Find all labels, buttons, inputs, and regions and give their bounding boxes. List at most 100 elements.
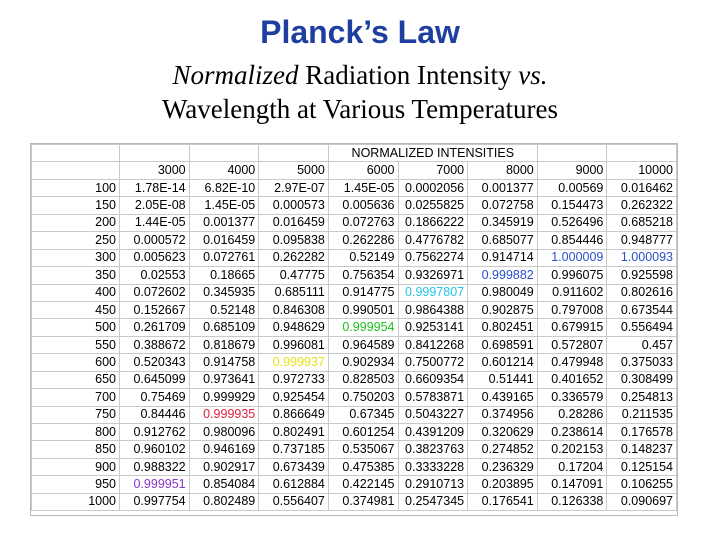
intensity-cell: 0.601254: [327, 422, 399, 442]
intensity-cell: 2.97E-07: [258, 178, 329, 198]
intensity-cell: 0.601214: [467, 353, 538, 372]
intensity-cell: 0.0255825: [397, 196, 469, 215]
intensity-cell: 0.095838: [258, 231, 329, 250]
intensity-cell: 0.016462: [606, 178, 677, 198]
intensity-cell: 0.345935: [188, 283, 260, 302]
intensity-cell: 0.262286: [327, 231, 399, 250]
intensity-cell: 0.261709: [119, 318, 190, 337]
intensity-cell: 0.990501: [327, 300, 399, 320]
empty-header-cell: [536, 143, 608, 163]
intensity-cell: 0.797008: [536, 300, 608, 320]
intensity-cell: 0.072763: [327, 213, 399, 233]
table-row: 700 0.75469 0.999929 0.925454 0.750203 0.5783…: [31, 388, 677, 407]
intensity-cell: 0.902875: [467, 300, 538, 320]
intensity-cell: 0.996075: [536, 266, 608, 285]
intensity-cell: 0.001377: [467, 178, 538, 198]
intensity-cell: 0.9864388: [397, 300, 469, 320]
intensity-cell: 0.005636: [327, 196, 399, 215]
table-row: 450 0.152667 0.52148 0.846308 0.990501 0.9864…: [31, 300, 677, 320]
table-row: 350 0.02553 0.18665 0.47775 0.756354 0.932697…: [31, 266, 677, 285]
temperature-header-cell: 9000: [536, 161, 608, 180]
slide-subtitle: Normalized Radiation Intensity vs. Wavel…: [0, 58, 720, 126]
intensity-cell: 0.320629: [467, 422, 538, 442]
temperature-header-cell: 10000: [606, 161, 677, 180]
intensity-cell: 0.914775: [327, 283, 399, 302]
intensity-cell: 0.612884: [258, 475, 329, 494]
empty-header-cell: [188, 143, 260, 163]
wavelength-cell: 300: [31, 248, 120, 268]
intensity-cell: 0.072758: [467, 196, 538, 215]
intensity-cell: 0.854084: [188, 475, 260, 494]
table-row: 1000 0.997754 0.802489 0.556407 0.374981 0.25…: [31, 492, 677, 512]
intensity-cell: 0.401652: [536, 370, 608, 390]
wavelength-cell: 100: [31, 178, 120, 198]
temperature-header-cell: 7000: [397, 161, 469, 180]
intensity-cell: 0.125154: [606, 457, 677, 477]
table-row: 950 0.999951 0.854084 0.612884 0.422145 0.291…: [31, 475, 677, 494]
temperature-header-cell: 6000: [327, 161, 399, 180]
intensity-cell: 0.5783871: [397, 388, 469, 407]
intensity-cell: 0.948777: [606, 231, 677, 250]
intensity-cell: 0.202153: [536, 440, 608, 459]
intensity-cell: 0.980049: [467, 283, 538, 302]
intensity-cell: 0.5043227: [397, 405, 469, 425]
intensity-cell: 0.9253141: [397, 318, 469, 337]
intensity-cell: 0.090697: [606, 492, 677, 512]
wavelength-cell: 650: [31, 370, 120, 390]
intensity-cell: 0.439165: [467, 388, 538, 407]
intensity-cell: 0.02553: [119, 266, 190, 285]
intensity-cell: 0.911602: [536, 283, 608, 302]
intensity-cell: 0.914758: [188, 353, 260, 372]
wavelength-cell: 200: [31, 213, 120, 233]
subtitle-italic-normalized: Normalized: [172, 60, 299, 90]
intensity-cell: 0.4391209: [397, 422, 469, 442]
intensity-cell: 0.7500772: [397, 353, 469, 372]
intensity-cell: 0.818679: [188, 335, 260, 355]
intensity-cell: 0.262282: [258, 248, 329, 268]
intensity-cell: 0.52148: [188, 300, 260, 320]
intensity-cell: 0.126338: [536, 492, 608, 512]
empty-header-cell: [258, 143, 329, 163]
intensity-cell: 0.005623: [119, 248, 190, 268]
intensity-cell: 0.147091: [536, 475, 608, 494]
intensity-cell: 0.645099: [119, 370, 190, 390]
intensity-cell: 0.18665: [188, 266, 260, 285]
intensity-cell: 0.345919: [467, 213, 538, 233]
wavelength-cell: 950: [31, 475, 120, 494]
intensity-cell: 0.828503: [327, 370, 399, 390]
intensity-cell: 0.001377: [188, 213, 260, 233]
intensity-cell: 0.375033: [606, 353, 677, 372]
intensity-cell: 0.7562274: [397, 248, 469, 268]
temperature-header-cell: 8000: [467, 161, 538, 180]
wavelength-cell: 850: [31, 440, 120, 459]
intensity-cell: 0.176541: [467, 492, 538, 512]
table-row: 850 0.960102 0.946169 0.737185 0.535067 0.382…: [31, 440, 677, 459]
intensity-cell: 0.47775: [258, 266, 329, 285]
intensity-cell: 0.698591: [467, 335, 538, 355]
intensity-cell: 0.51441: [467, 370, 538, 390]
table-body: NORMALIZED INTENSITIES 3000 4000 5000 6000 70…: [31, 143, 677, 512]
intensity-cell: 1.45E-05: [327, 178, 399, 198]
intensity-cell: 0.374956: [467, 405, 538, 425]
peak-intensity-cell: 0.999935: [188, 405, 260, 425]
intensity-cell: 0.685111: [258, 283, 329, 302]
intensity-cell: 0.980096: [188, 422, 260, 442]
table-row: 800 0.912762 0.980096 0.802491 0.601254 0.439…: [31, 422, 677, 442]
table-row: 550 0.388672 0.818679 0.996081 0.964589 0.841…: [31, 335, 677, 355]
intensity-cell: 0.84446: [119, 405, 190, 425]
intensity-cell: 0.374981: [327, 492, 399, 512]
intensity-cell: 1.44E-05: [119, 213, 190, 233]
intensity-cell: 0.854446: [536, 231, 608, 250]
intensity-cell: 0.388672: [119, 335, 190, 355]
temperature-header-cell: 5000: [258, 161, 329, 180]
intensity-cell: 0.946169: [188, 440, 260, 459]
empty-header-cell: [606, 143, 677, 163]
intensity-cell: 0.925598: [606, 266, 677, 285]
intensity-cell: 0.308499: [606, 370, 677, 390]
corner-cell: [31, 143, 120, 163]
intensity-cell: 0.997754: [119, 492, 190, 512]
wavelength-cell: 450: [31, 300, 120, 320]
intensity-cell: 0.520343: [119, 353, 190, 372]
subtitle-line-1: Normalized Radiation Intensity vs.: [0, 58, 720, 92]
wavelength-cell: 400: [31, 283, 120, 302]
